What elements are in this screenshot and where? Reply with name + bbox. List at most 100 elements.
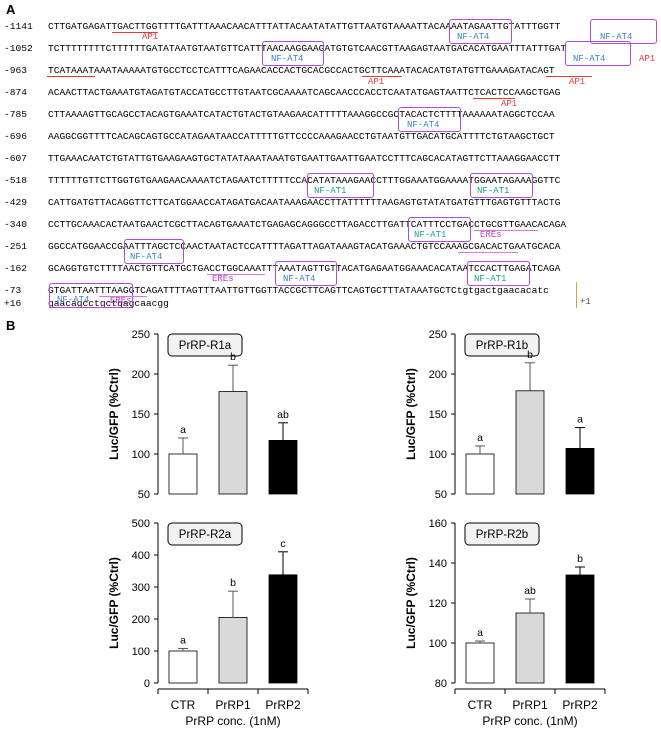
sequence-line: -1052 TCTTTTTTTTCTTTTTTGATATAATGTAATGTTCA…	[4, 42, 566, 55]
sequence-text: TTTTTTGTTCTTGGTGTGAAGAACAAAATCTAGAATCTTT…	[48, 175, 561, 186]
nfat1-site-box	[467, 261, 530, 286]
nfat4-label: NF-AT4	[130, 252, 163, 262]
y-tick-label: 100	[429, 449, 447, 461]
y-tick-label: 150	[429, 409, 447, 421]
y-tick-label: 0	[144, 678, 150, 690]
sequence-text: AAGGCGGTTTTCACAGCAGTGCCATAGAATAACCATTTTT…	[48, 131, 555, 142]
nfat4-label: NF-AT4	[57, 295, 90, 305]
sequence-position: -1052	[4, 43, 33, 54]
y-tick-label: 200	[132, 614, 150, 626]
x-tick-label: PrRP1	[512, 698, 548, 712]
nfat1-site-box	[408, 217, 471, 242]
x-tick-label: CTR	[468, 698, 493, 712]
significance-letter: a	[180, 424, 186, 436]
sequence-line: -1141 CTTGATGAGATTGACTTGGTTTTGATTTAAACAAC…	[4, 20, 560, 33]
nfat4-label: NF-AT4	[600, 32, 633, 42]
sequence-text: gaacagcctgctgagcaacgg	[48, 298, 169, 309]
sequence-position: -429	[4, 197, 28, 208]
y-tick-label: 160	[429, 518, 447, 530]
eres-underline	[99, 296, 147, 297]
x-tick-label: PrRP2	[265, 698, 301, 712]
y-tick-label: 80	[435, 678, 447, 690]
bar	[218, 391, 248, 495]
ap1-label: AP1	[639, 54, 656, 64]
panel-a-label: A	[6, 2, 16, 17]
sequence-position: -607	[4, 153, 28, 164]
bar	[565, 447, 595, 495]
sequence-text: CCTTGCAAACACTAATGAACTCGCTTACAGTGAAATCTGA…	[48, 219, 567, 230]
sequence-line: +16 gaacagcctgctgagcaacgg	[4, 297, 169, 310]
nfat4-site-box	[565, 41, 631, 66]
y-tick-label: 100	[132, 646, 150, 658]
bar	[268, 574, 298, 684]
significance-letter: a	[577, 414, 583, 426]
x-axis-title: PrRP conc. (1nM)	[482, 714, 577, 728]
significance-letter: a	[180, 634, 186, 646]
sequence-line: -874 ACAACTTACTGAAATGTAGATGTACCATGCCTTGTA…	[4, 86, 560, 99]
sequence-text: GCAGGTGTCTTTTAACTGTTCATGCTGACCTGGCAAATTT…	[48, 263, 561, 274]
ap1-label: AP1	[501, 99, 518, 109]
sequence-text: CTTAAAAGTTGCAGCCTACAGTGAAATCATACTGTACTGT…	[48, 109, 555, 120]
sequence-position: -1141	[4, 21, 33, 32]
sequence-line: -696 AAGGCGGTTTTCACAGCAGTGCCATAGAATAACCAT…	[4, 130, 555, 143]
significance-letter: a	[477, 432, 483, 444]
sequence-line: -963 TCATAAATAAATAAAAATGTGCCTCCTCATTTCAGA…	[4, 64, 555, 77]
y-axis-label: Luc/GFP (%Ctrl)	[404, 368, 418, 460]
y-tick-label: 50	[138, 489, 150, 501]
nfat1-label: NF-AT1	[477, 186, 510, 196]
nfat4-site-box	[275, 261, 337, 286]
y-tick-label: 400	[132, 550, 150, 562]
nfat4-site-box	[398, 107, 461, 132]
ap1-underline	[112, 32, 158, 33]
y-tick-label: 140	[429, 558, 447, 570]
y-axis-label: Luc/GFP (%Ctrl)	[404, 557, 418, 649]
significance-letter: ab	[524, 585, 536, 597]
sequence-position: -340	[4, 219, 28, 230]
nfat1-label: NF-AT1	[314, 186, 347, 196]
y-tick-label: 500	[132, 518, 150, 530]
significance-letter: b	[230, 577, 236, 589]
sequence-position: +16	[4, 298, 22, 309]
tss-label: +1	[580, 297, 591, 307]
sequence-line: -429 CATTGATGTTACAGGTTCTTCATGGAACCATAGATG…	[4, 196, 560, 209]
x-tick-label: CTR	[171, 698, 196, 712]
eres-label: EREs	[212, 274, 234, 284]
sequence-line: -785 CTTAAAAGTTGCAGCCTACAGTGAAATCATACTGTA…	[4, 108, 555, 121]
nfat1-label: NF-AT1	[474, 274, 507, 284]
y-tick-label: 300	[132, 582, 150, 594]
y-axis-label: Luc/GFP (%Ctrl)	[107, 368, 121, 460]
ap1-underline	[47, 76, 95, 77]
y-tick-label: 250	[429, 329, 447, 341]
eres-underline	[474, 230, 538, 231]
eres-underline	[207, 274, 265, 275]
sequence-text: CATTGATGTTACAGGTTCTTCATGGAACCATAGATGACAA…	[48, 197, 561, 208]
significance-letter: ab	[277, 409, 289, 421]
nfat4-site-box	[124, 239, 184, 264]
chart-title: PrRP-R1a	[179, 340, 232, 352]
sequence-line: -607 TTGAAACAATCTGTATTGTGAAGAAGTGCTATATAA…	[4, 152, 560, 165]
sequence-text: GGCCATGGAACCGAATTTAGCTCCAACTAATACTCCATTT…	[48, 241, 561, 252]
sequence-position: -963	[4, 65, 28, 76]
chart-title: PrRP-R2b	[476, 529, 528, 541]
nfat1-site-box	[470, 173, 533, 198]
sequence-line: -162 GCAGGTGTCTTTTAACTGTTCATGCTGACCTGGCAA…	[4, 262, 560, 275]
chart-title-box	[167, 333, 243, 357]
chart-title-box	[167, 522, 243, 546]
ap1-label: AP1	[142, 32, 159, 42]
sequence-line: -340 CCTTGCAAACACTAATGAACTCGCTTACAGTGAAAT…	[4, 218, 566, 231]
sequence-text: TCATAAATAAATAAAAATGTGCCTCCTCATTTCAGAACAC…	[48, 65, 555, 76]
nfat4-site-box	[49, 283, 133, 308]
nfat4-label: NF-AT4	[271, 54, 304, 64]
chart-2: 50 100 150 200 250 Luc/GFP (%Ctrl) PrRP-R1b a b a	[404, 329, 595, 501]
ap1-underline	[362, 76, 402, 77]
y-tick-label: 250	[132, 329, 150, 341]
sequence-text: CTTGATGAGATTGACTTGGTTTTGATTTAAACAACATTTA…	[48, 21, 561, 32]
bar	[218, 616, 248, 684]
significance-letter: c	[280, 538, 285, 550]
eres-underline	[458, 252, 518, 253]
y-tick-label: 50	[435, 489, 447, 501]
eres-label: EREs	[480, 230, 502, 240]
chart-4: 80 100 120 140 160 Luc/GFP (%Ctrl) PrRP-R2b a ab…	[404, 518, 606, 728]
nfat4-site-box	[262, 41, 324, 66]
